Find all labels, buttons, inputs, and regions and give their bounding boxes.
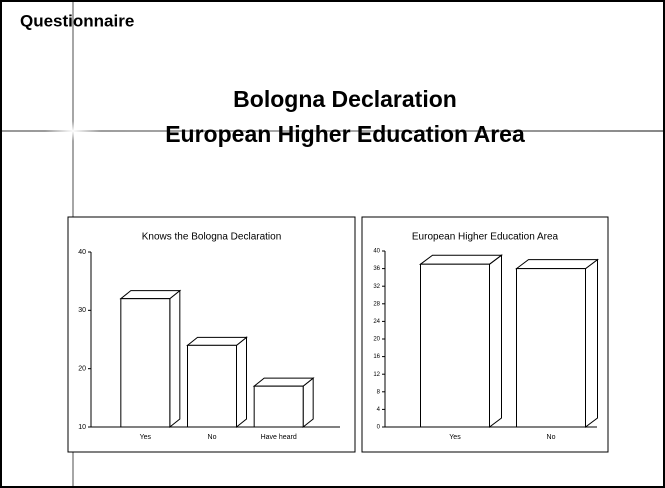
y-tick-label: 24	[373, 319, 380, 325]
x-tick-label: Yes	[449, 434, 461, 441]
bar-top	[419, 254, 503, 265]
bar-front	[120, 298, 171, 428]
bar-front	[187, 344, 237, 428]
slide-title: Bologna Declaration	[233, 86, 457, 112]
bar	[186, 336, 248, 429]
bar-side	[169, 289, 181, 429]
y-tick-label: 30	[78, 307, 86, 314]
slide-label: Questionnaire	[20, 11, 134, 30]
bar	[515, 258, 599, 428]
y-tick-label: 20	[78, 366, 86, 373]
chart-title: Knows the Bologna Declaration	[142, 232, 282, 243]
x-tick-label: Yes	[140, 434, 152, 441]
y-tick-label: 10	[78, 424, 86, 431]
y-tick-label: 16	[373, 354, 380, 360]
x-tick-label: No	[208, 434, 217, 441]
x-tick-label: Have heard	[261, 434, 297, 441]
y-tick-label: 8	[377, 389, 381, 395]
bar	[419, 254, 503, 428]
y-tick-label: 28	[373, 301, 380, 307]
bar-top	[252, 377, 315, 387]
bar-side	[489, 254, 502, 428]
y-tick-label: 20	[373, 337, 380, 343]
chart-title: European Higher Education Area	[412, 232, 559, 243]
y-tick-label: 32	[373, 284, 380, 290]
bar	[252, 377, 315, 429]
decor-hline	[2, 130, 663, 132]
bar-top	[119, 290, 182, 300]
bar	[119, 289, 182, 429]
y-tick-label: 40	[78, 249, 86, 256]
y-tick-label: 4	[377, 407, 381, 413]
bar-top	[515, 259, 599, 270]
decor-glow	[45, 121, 101, 141]
y-tick-label: 36	[373, 266, 380, 272]
x-tick-label: No	[547, 434, 556, 441]
y-tick-label: 12	[373, 372, 380, 378]
bar-top	[186, 336, 248, 346]
y-tick-label: 40	[373, 249, 380, 255]
bar-front	[420, 263, 490, 428]
bar-side	[236, 336, 247, 429]
y-tick-label: 0	[377, 425, 381, 431]
bar-front	[253, 385, 304, 428]
slide-title: European Higher Education Area	[165, 121, 525, 147]
bar-side	[585, 258, 598, 428]
bar-front	[516, 268, 586, 428]
